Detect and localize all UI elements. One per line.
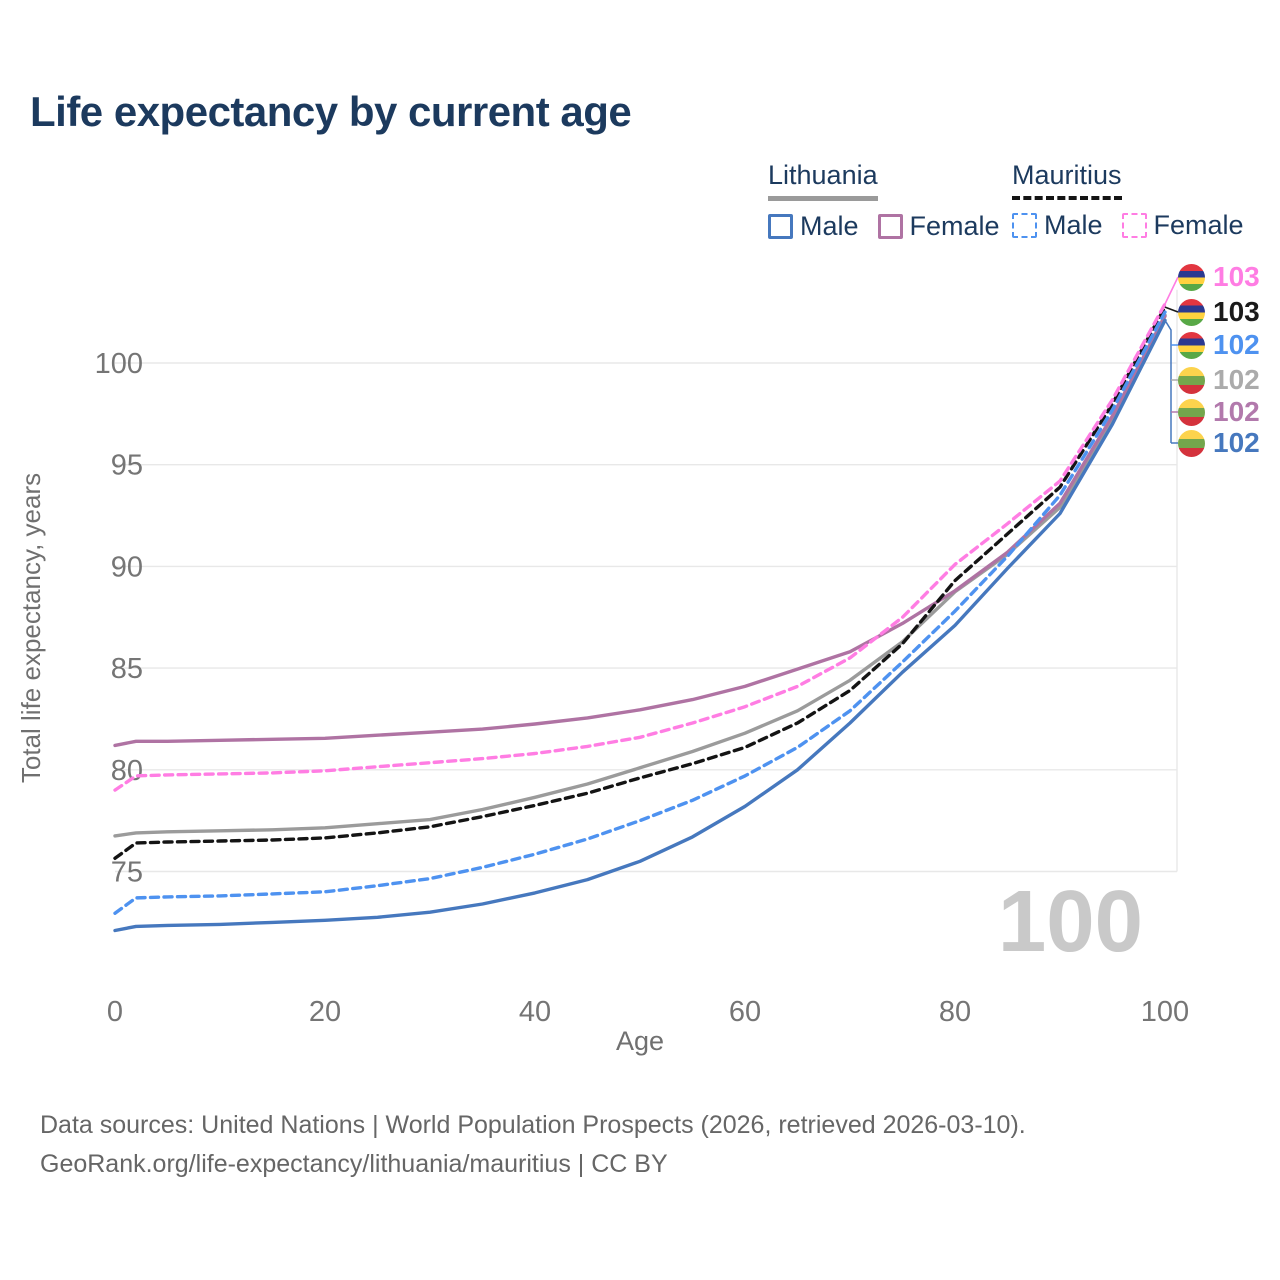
mauritius-flag-icon bbox=[1178, 263, 1205, 291]
page-title: Life expectancy by current age bbox=[30, 88, 632, 135]
end-label-row-lithuania-female: 102 bbox=[1178, 396, 1260, 427]
x-axis-title: Age bbox=[616, 1026, 664, 1056]
legend-item-label: Male bbox=[1044, 210, 1103, 240]
mauritius-female-swatch-icon bbox=[1121, 213, 1147, 238]
mauritius-flag-icon bbox=[1178, 298, 1205, 326]
x-tick-label: 80 bbox=[939, 996, 971, 1028]
current-age-watermark: 100 bbox=[998, 873, 1143, 970]
legend-group-lithuania: Lithuania Male Female bbox=[768, 160, 1019, 242]
end-value-label: 102 bbox=[1213, 364, 1260, 395]
legend-item-label: Male bbox=[800, 211, 859, 241]
end-label-row-mauritius-female: 103 bbox=[1178, 261, 1260, 292]
x-tick-label: 100 bbox=[1141, 996, 1189, 1028]
end-value-label: 102 bbox=[1213, 396, 1260, 427]
legend-item-mauritius-female[interactable]: Female bbox=[1121, 210, 1244, 241]
y-axis-title: Total life expectancy, years bbox=[16, 473, 46, 783]
legend-item-label: Female bbox=[909, 211, 1000, 241]
end-value-label: 102 bbox=[1213, 427, 1260, 458]
legend-item-label: Female bbox=[1153, 210, 1244, 240]
y-tick-label: 75 bbox=[111, 857, 143, 889]
series-line-mauritius-total bbox=[113, 305, 1167, 860]
legend-item-lithuania-male[interactable]: Male bbox=[768, 211, 859, 242]
lithuania-line-style-swatch bbox=[768, 196, 878, 201]
end-label-row-lithuania-total: 102 bbox=[1178, 364, 1260, 395]
series-line-lithuania-total bbox=[113, 313, 1167, 838]
mauritius-flag-icon bbox=[1178, 331, 1205, 359]
lithuania-male-swatch-icon bbox=[768, 214, 793, 239]
mauritius-line-style-swatch bbox=[1012, 196, 1122, 200]
mauritius-male-swatch-icon bbox=[1012, 213, 1037, 238]
lithuania-flag-icon bbox=[1178, 366, 1205, 394]
series-line-lithuania-female bbox=[113, 314, 1167, 748]
footer: Data sources: United Nations | World Pop… bbox=[40, 1106, 1026, 1184]
x-tick-label: 40 bbox=[519, 996, 551, 1028]
x-tick-label: 20 bbox=[309, 996, 341, 1028]
series-line-mauritius-female bbox=[113, 302, 1167, 792]
legend-group-mauritius: Mauritius Male Female bbox=[1012, 160, 1263, 241]
series-line-mauritius-male bbox=[113, 310, 1167, 915]
end-label-row-mauritius-male: 102 bbox=[1178, 329, 1260, 360]
end-value-label: 103 bbox=[1213, 261, 1260, 292]
y-tick-label: 95 bbox=[111, 450, 143, 482]
lithuania-flag-icon bbox=[1178, 429, 1205, 457]
end-value-label: 102 bbox=[1213, 329, 1260, 360]
connector-mauritius-female bbox=[1164, 276, 1179, 305]
lithuania-flag-icon bbox=[1178, 398, 1205, 426]
y-tick-label: 85 bbox=[111, 653, 143, 685]
series-line-lithuania-male bbox=[113, 318, 1167, 933]
lithuania-female-swatch-icon bbox=[877, 214, 903, 239]
end-label-row-lithuania-male: 102 bbox=[1178, 427, 1260, 458]
legend-country-lithuania[interactable]: Lithuania bbox=[768, 160, 878, 190]
legend-item-lithuania-female[interactable]: Female bbox=[877, 211, 1000, 242]
y-tick-label: 100 bbox=[95, 348, 143, 380]
attribution-text: GeoRank.org/life-expectancy/lithuania/ma… bbox=[40, 1150, 668, 1178]
end-value-label: 103 bbox=[1213, 296, 1260, 327]
data-sources-text: Data sources: United Nations | World Pop… bbox=[40, 1111, 1026, 1139]
y-tick-label: 90 bbox=[111, 551, 143, 583]
x-tick-label: 60 bbox=[729, 996, 761, 1028]
connector-bracket bbox=[1164, 319, 1172, 443]
legend-country-mauritius[interactable]: Mauritius bbox=[1012, 160, 1122, 190]
connector-mauritius-total bbox=[1164, 306, 1179, 313]
legend-item-mauritius-male[interactable]: Male bbox=[1012, 210, 1103, 241]
x-tick-label: 0 bbox=[107, 996, 123, 1028]
end-label-row-mauritius-total: 103 bbox=[1178, 296, 1260, 327]
